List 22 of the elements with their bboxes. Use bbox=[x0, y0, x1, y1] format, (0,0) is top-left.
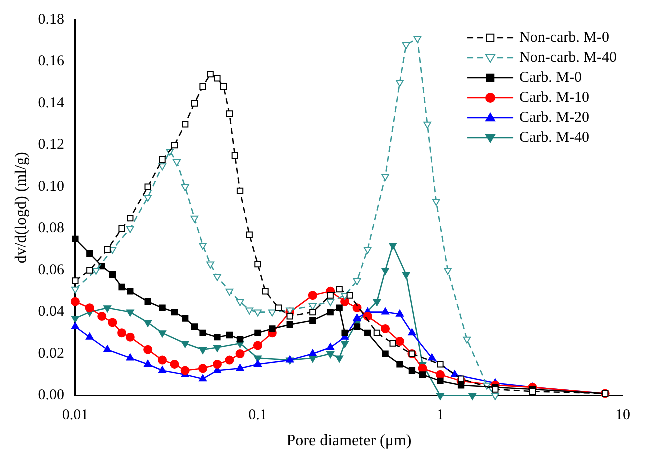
y-tick-label: 0.10 bbox=[38, 178, 64, 195]
x-tick-label: 1 bbox=[436, 408, 444, 424]
legend-label: Non-carb. M-40 bbox=[520, 50, 618, 66]
y-tick-label: 0.18 bbox=[38, 12, 64, 28]
legend-label: Carb. M-20 bbox=[520, 110, 590, 126]
x-tick-label: 0.01 bbox=[62, 408, 89, 424]
legend-label: Carb. M-0 bbox=[520, 70, 582, 86]
legend-label: Non-carb. M-0 bbox=[520, 30, 610, 46]
y-tick-label: 0.14 bbox=[38, 95, 65, 112]
legend-label: Carb. M-40 bbox=[520, 130, 590, 146]
y-tick-label: 0.12 bbox=[38, 137, 64, 154]
y-tick-label: 0.02 bbox=[38, 346, 64, 362]
y-tick-label: 0.00 bbox=[38, 388, 64, 404]
x-tick-label: 10 bbox=[616, 408, 630, 424]
x-tick-label: 0.1 bbox=[248, 408, 268, 424]
y-axis-title: dv/d(logd) (ml/g) bbox=[12, 152, 30, 264]
x-axis-title: Pore diameter (μm) bbox=[286, 432, 412, 450]
legend-label: Carb. M-10 bbox=[520, 90, 590, 106]
y-tick-label: 0.04 bbox=[38, 304, 65, 320]
y-tick-label: 0.16 bbox=[38, 54, 65, 70]
y-tick-label: 0.06 bbox=[38, 262, 65, 278]
y-tick-label: 0.08 bbox=[38, 220, 64, 237]
